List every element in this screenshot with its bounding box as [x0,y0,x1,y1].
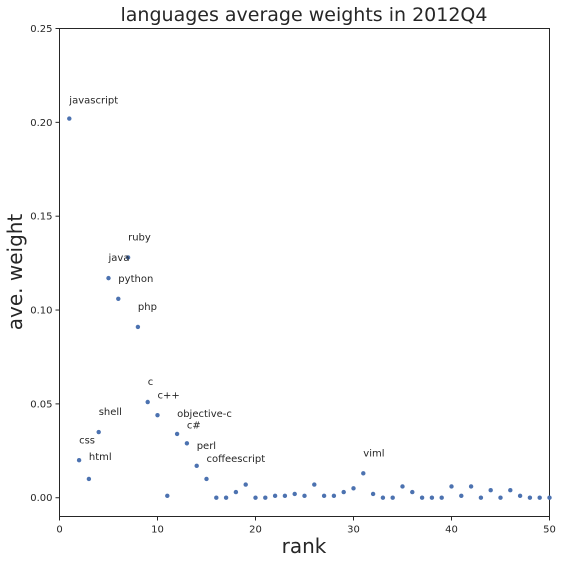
data-point [116,296,121,301]
data-point [400,484,405,489]
point-annotation: css [79,435,95,446]
data-point [272,493,278,499]
y-tick-label: 0.20 [30,118,52,129]
x-tick-label: 30 [347,525,360,536]
data-point [341,489,346,495]
point-annotation: html [89,452,112,463]
x-axis: 0 10 20 30 40 50 [56,516,556,536]
data-point [86,476,92,482]
point-annotation: c [148,377,154,388]
data-point [253,495,258,500]
data-point [145,399,150,405]
data-point [361,471,366,476]
point-annotation: c# [187,420,201,431]
data-point [263,495,268,500]
x-tick-label: 0 [56,525,62,536]
data-point [174,431,180,437]
data-point [390,495,395,500]
data-point [312,482,317,487]
data-point [67,116,72,121]
data-point [429,495,435,500]
y-tick-label: 0.10 [30,306,52,317]
point-annotation: ruby [128,233,151,244]
data-point [321,493,327,499]
data-point [243,482,248,487]
y-tick-label: 0.25 [30,24,52,35]
y-axis: 0.00 0.05 0.10 0.15 0.20 0.25 [30,24,60,504]
data-point [537,495,542,500]
y-tick-label: 0.05 [30,399,52,410]
data-point [194,463,199,469]
data-point [302,493,307,499]
data-point [459,493,464,499]
data-point [508,488,513,493]
data-point [370,491,376,497]
data-point [184,441,190,446]
data-point [96,429,101,435]
point-annotation: java [108,253,130,264]
data-point [204,476,209,482]
data-point [419,495,425,500]
point-annotation: viml [363,448,384,459]
data-point [331,493,337,499]
point-annotation: objective-c [177,409,232,420]
data-point [449,484,454,489]
x-tick-label: 10 [151,525,164,536]
point-annotation: perl [197,441,216,452]
point-annotation: c++ [158,390,180,401]
y-tick-label: 0.00 [30,493,52,504]
data-point [380,495,386,500]
data-point [214,495,219,500]
data-point [233,489,239,495]
point-annotation: shell [99,407,122,418]
data-point [547,495,552,500]
data-point [223,495,229,500]
data-point [155,412,160,418]
x-tick-label: 50 [543,525,556,536]
data-point [488,488,493,493]
data-point [76,457,82,463]
data-point [125,255,131,260]
data-points [67,116,552,500]
x-axis-label: rank [282,534,327,558]
data-point [527,495,533,500]
data-point [165,493,170,499]
x-tick-label: 20 [249,525,262,536]
point-annotation: coffeescript [207,454,266,465]
data-point [468,484,474,489]
point-annotations: javascript css html shell java python ruby php c… [68,96,384,465]
point-annotation: php [138,302,157,313]
data-point [498,495,503,500]
plot-frame [59,28,550,517]
chart-title: languages average weights in 2012Q4 [121,4,488,26]
data-point [478,495,484,500]
data-point [517,493,523,499]
x-tick-label: 40 [445,525,458,536]
data-point [292,491,297,497]
data-point [351,486,356,491]
y-tick-label: 0.15 [30,212,52,223]
data-point [410,489,415,495]
data-point [439,495,444,500]
data-point [135,324,141,330]
point-annotation: python [118,274,153,285]
data-point [106,275,111,281]
point-annotation: javascript [68,96,118,107]
data-point [282,493,288,499]
y-axis-label: ave. weight [3,214,27,331]
